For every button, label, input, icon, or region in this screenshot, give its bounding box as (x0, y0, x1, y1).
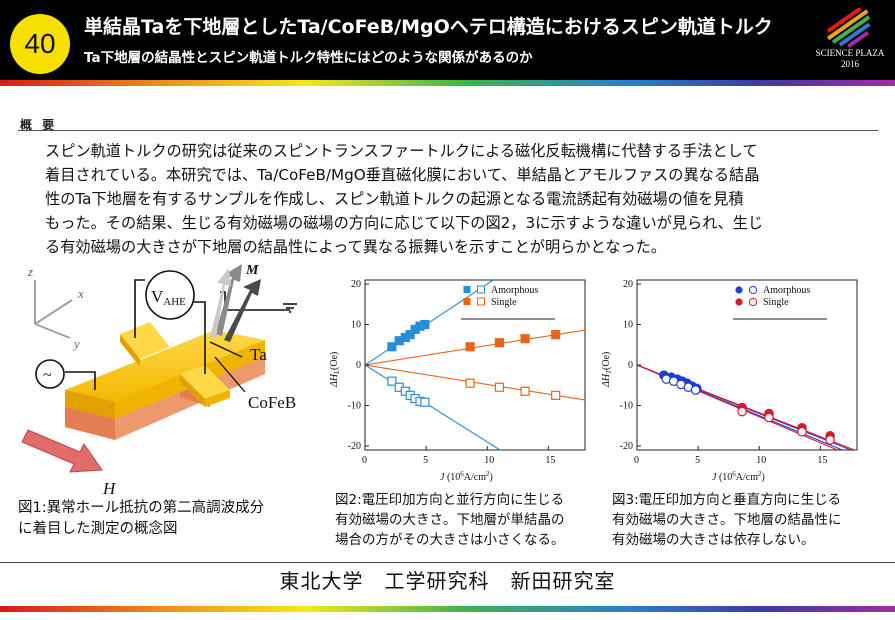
ac-source-label: ~ (43, 367, 52, 384)
coordinate-axes (34, 280, 73, 339)
fig2-ytick-label: -20 (348, 441, 361, 452)
fig2-data-point (387, 376, 397, 386)
cofeb-leader-line (214, 356, 246, 393)
overview-label: 概 要 (20, 118, 58, 132)
fig3-legend-filled-marker (735, 298, 743, 306)
ta-leader-line (209, 341, 243, 358)
fig2-ytick-label: 10 (351, 320, 361, 331)
fig3-data-point (825, 435, 835, 445)
fig2-data-point (551, 390, 561, 400)
vahe-label: VAHE (151, 287, 186, 308)
fig2-fit-line (364, 329, 586, 366)
ta-layer-label: Ta (250, 345, 267, 364)
fig3-xtick-label: 0 (634, 455, 639, 466)
fig2-y-axis-label: ΔHL(Oe) (329, 352, 341, 388)
field-h-arrow-icon (21, 429, 103, 473)
fig2-xtick-label: 5 (423, 455, 428, 466)
fig3-xtick-label: 15 (817, 455, 827, 466)
fig3-ytick-label: -20 (620, 441, 633, 452)
presentation-number-badge: 40 (10, 14, 70, 74)
footer-affiliation: 東北大学 工学研究科 新田研究室 (279, 569, 616, 593)
axis-y-label: y (72, 336, 80, 351)
fig2-data-point (551, 330, 561, 340)
figure1-caption: 図1:異常ホール抵抗の第二高調波成分 に着目した測定の概念図 (18, 500, 265, 537)
logo-stripes-icon (826, 6, 871, 48)
fig2-legend-open-marker (477, 285, 485, 294)
fig3-legend-open-marker (748, 285, 758, 295)
logo-line-2: 2016 (841, 59, 859, 69)
fig2-xtick-label: 10 (484, 455, 494, 466)
fig2-data-point (387, 342, 397, 352)
fig2-data-point (465, 342, 475, 352)
fig3-data-point (797, 426, 807, 437)
fig2-x-axis-label: J (106A/cm2) (440, 470, 493, 483)
fig2-xtick-label: 0 (362, 455, 367, 466)
hall-bar-device (65, 322, 265, 440)
fig3-xtick-label: 5 (695, 455, 700, 466)
fig2-data-point (465, 378, 475, 388)
header-rainbow-divider (0, 80, 895, 86)
science-plaza-logo: SCIENCE PLAZA 2016 (812, 6, 888, 78)
fig2-xtick-label: 15 (545, 455, 555, 466)
ac-source-icon (35, 359, 65, 389)
header-bar: 40 単結晶Taを下地層としたTa/CoFeB/MgOヘテロ構造におけるスピン軌… (0, 0, 895, 80)
axis-z-label: z (27, 264, 33, 279)
fig3-data-point (764, 412, 774, 423)
fig2-fit-line (364, 364, 501, 451)
fig2-legend-open-marker (477, 297, 485, 306)
fig2-data-point (520, 386, 530, 396)
fig3-plot-frame (636, 279, 858, 451)
fig3-xtick-label: 10 (756, 455, 766, 466)
fig2-data-point (420, 397, 430, 407)
fig3-legend-open-marker (748, 297, 758, 307)
fig2-legend-label: Amorphous (491, 285, 538, 296)
figure3-caption: 図3:電圧印加方向と垂直方向に生じる 有効磁場の大きさ。下地層の結晶性に 有効磁… (612, 492, 842, 548)
fig3-data-point (737, 406, 747, 417)
fig3-y-axis-label: ΔHT(Oe) (601, 352, 613, 388)
overview-divider (18, 130, 878, 131)
magnetization-arrows (210, 264, 261, 342)
magnetization-label: M (245, 263, 259, 278)
fig3-ytick-label: 0 (628, 360, 633, 371)
fig3-ytick-label: 10 (623, 320, 633, 331)
vahe-meter-icon (145, 270, 195, 320)
figure2-caption: 図2:電圧印加方向と並行方向に生じる 有効磁場の大きさ。下地層が単結晶の 場合の… (335, 492, 565, 548)
footer-rainbow-divider (0, 606, 895, 612)
fig2-data-point (405, 330, 415, 340)
logo-line-1: SCIENCE PLAZA (815, 48, 885, 58)
fig3-legend-label: Amorphous (763, 285, 810, 296)
fig2-data-point (420, 319, 430, 330)
fig2-ytick-label: 20 (351, 279, 361, 290)
fig3-ytick-label: -10 (620, 400, 633, 411)
fig2-ytick-label: -10 (348, 400, 361, 411)
axis-x-label: x (77, 286, 84, 301)
fig2-plot-frame (364, 279, 586, 451)
figure1-schematic: z x y VAHE ~ M Ta (21, 263, 297, 497)
page-subtitle: Ta下地層の結晶性とスピン軌道トルク特性にはどのような関係があるのか (84, 50, 533, 66)
fig2-legend-label: Single (491, 297, 517, 308)
fig2-fit-line (364, 364, 586, 401)
footer-divider (0, 562, 895, 563)
page-title: 単結晶Taを下地層としたTa/CoFeB/MgOヘテロ構造におけるスピン軌道トル… (84, 16, 773, 38)
fig2-ytick-label: 0 (356, 360, 361, 371)
overview-text: スピン軌道トルクの研究は従来のスピントランスファートルクによる磁化反転機構に代替… (45, 142, 764, 256)
fig2-data-point (520, 334, 530, 344)
fig2-data-point (494, 338, 505, 348)
logo-text: SCIENCE PLAZA 2016 (812, 48, 888, 70)
fig3-legend-filled-marker (735, 286, 743, 294)
fig3-x-axis-label: J (106A/cm2) (712, 470, 765, 483)
field-h-label: H (102, 479, 117, 497)
fig3-ytick-label: 20 (623, 279, 633, 290)
fig2-data-point (494, 382, 505, 392)
fig3-legend-label: Single (763, 297, 789, 308)
fig2-legend-filled-marker (463, 298, 471, 305)
fig2-legend-filled-marker (463, 286, 471, 293)
fig3-data-point (690, 385, 701, 395)
cofeb-layer-label: CoFeB (248, 393, 296, 412)
